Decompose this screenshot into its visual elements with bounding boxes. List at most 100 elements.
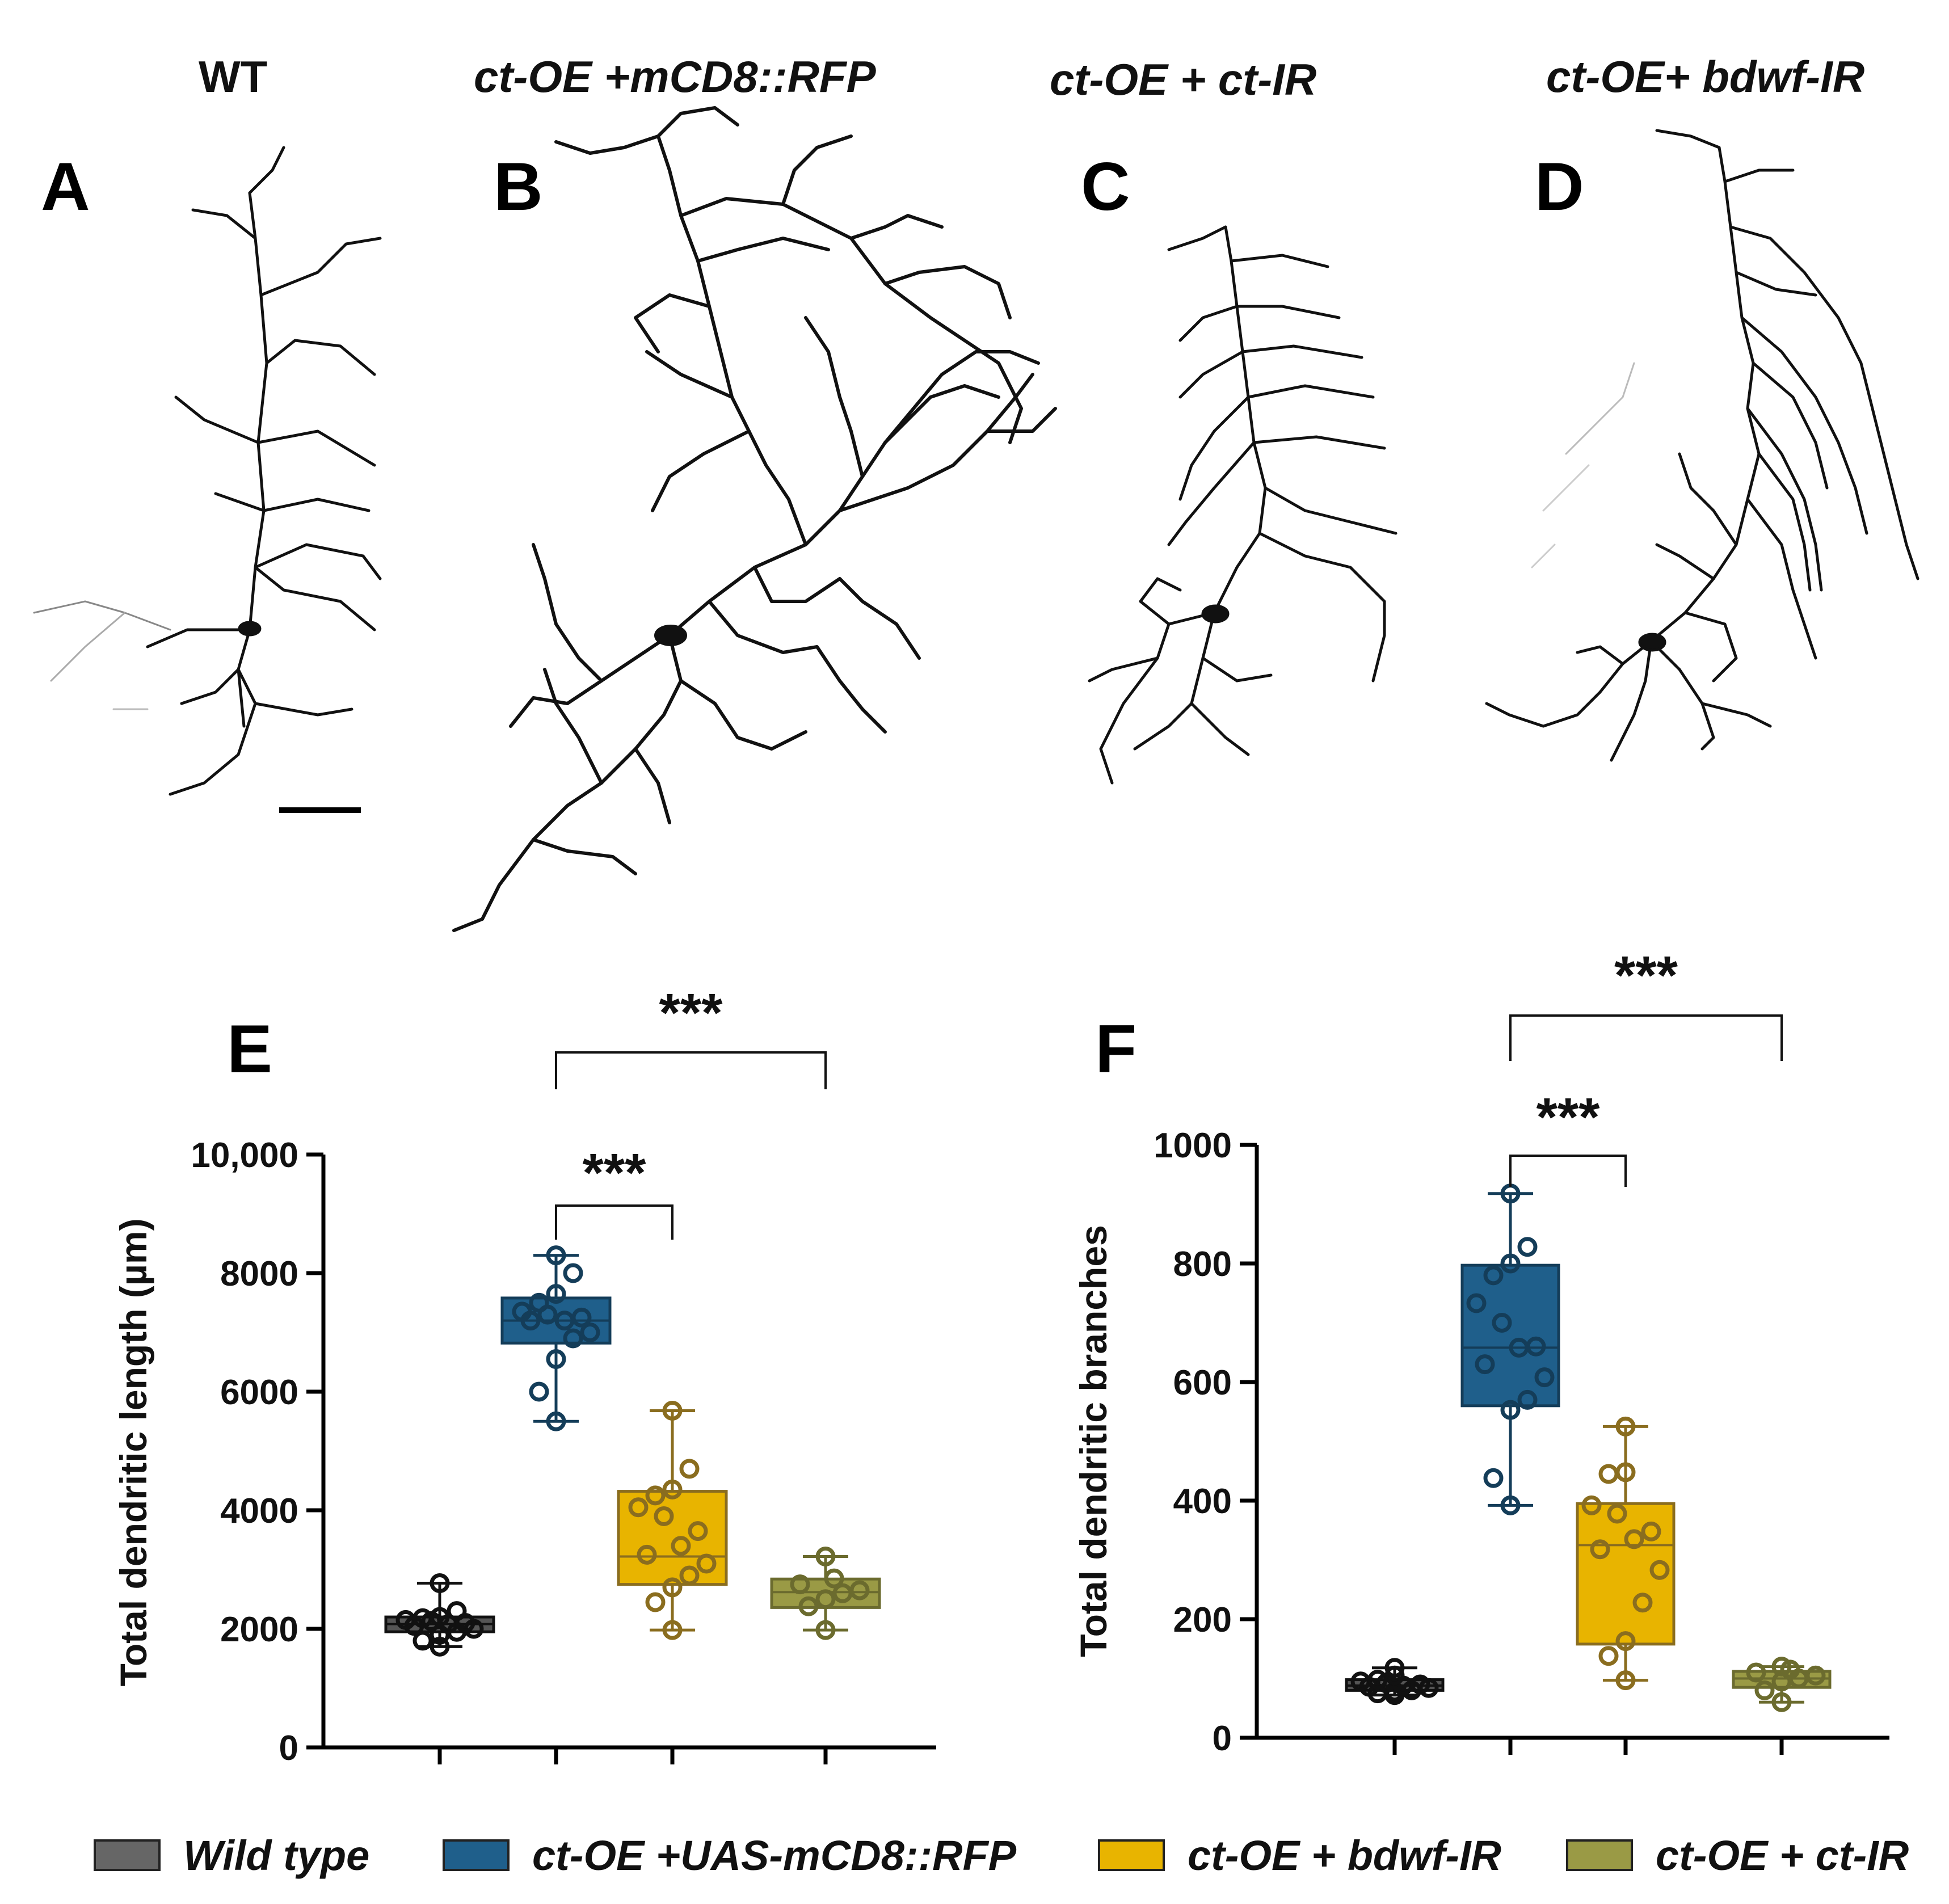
data-point	[1649, 1560, 1670, 1580]
panel-d-title: ct-OE+ bdwf-IR	[1546, 52, 1865, 102]
data-point	[1475, 1354, 1495, 1375]
data-point	[447, 1601, 467, 1621]
data-point	[1483, 1265, 1504, 1286]
neuron-images	[33, 106, 1919, 932]
data-point	[1805, 1665, 1826, 1686]
data-point	[529, 1292, 549, 1313]
panel-letter-f: F	[1095, 1011, 1137, 1087]
data-point	[654, 1506, 674, 1526]
data-point	[824, 1568, 844, 1589]
significance-bracket	[555, 1051, 827, 1089]
data-point	[1771, 1692, 1792, 1712]
data-point	[1771, 1657, 1792, 1677]
data-point	[1754, 1680, 1775, 1700]
box-3	[770, 1547, 881, 1640]
panel-letter-c: C	[1081, 149, 1130, 225]
panel-letter-e: E	[227, 1011, 273, 1087]
y-tick-label: 6000	[220, 1373, 298, 1412]
data-point	[1517, 1237, 1538, 1257]
data-point	[662, 1620, 683, 1640]
data-point	[696, 1553, 717, 1574]
data-point	[1492, 1313, 1512, 1333]
data-point	[563, 1263, 583, 1283]
data-point	[662, 1479, 683, 1499]
data-point	[645, 1485, 666, 1506]
significance-label: ***	[582, 1143, 646, 1203]
legend-swatch-ct-oe-bdwf-ir	[1098, 1839, 1165, 1871]
data-point	[1598, 1464, 1619, 1484]
data-point	[645, 1592, 666, 1612]
significance-label: ***	[659, 983, 723, 1043]
neuron-ct-oe-rfp-image	[452, 106, 1057, 932]
box-3	[1732, 1657, 1832, 1712]
data-point	[662, 1400, 683, 1421]
data-point	[679, 1459, 700, 1479]
panel-letter-a: A	[41, 149, 90, 225]
y-tick-label: 2000	[220, 1610, 298, 1649]
data-point	[1517, 1389, 1538, 1410]
legend-label-ct-oe-rfp: ct-OE +UAS-mCD8::RFP	[532, 1831, 1017, 1879]
box-1	[1460, 1183, 1560, 1515]
neuron-wt-image	[33, 146, 382, 796]
box-iqr	[1576, 1502, 1676, 1646]
significance-label: ***	[1614, 945, 1678, 1006]
box-2	[617, 1400, 728, 1640]
data-point	[546, 1349, 566, 1370]
data-point	[1384, 1658, 1405, 1678]
data-point	[1624, 1529, 1644, 1549]
data-point	[1500, 1495, 1521, 1515]
data-point	[1598, 1646, 1619, 1666]
data-point	[798, 1596, 819, 1616]
panel-letter-b: B	[494, 149, 543, 225]
data-point	[790, 1574, 810, 1595]
legend-label-wild-type: Wild type	[183, 1831, 370, 1879]
data-point	[546, 1245, 566, 1266]
y-tick-label: 200	[1173, 1600, 1232, 1640]
data-point	[1410, 1674, 1430, 1695]
significance-bracket	[555, 1204, 673, 1240]
data-point	[580, 1322, 600, 1342]
data-point	[1500, 1400, 1521, 1420]
neuron-ct-oe-bdwf-ir-image	[1485, 129, 1919, 762]
y-tick-label: 0	[279, 1729, 298, 1768]
data-point	[546, 1411, 566, 1431]
data-point	[637, 1544, 657, 1565]
data-point	[546, 1284, 566, 1304]
data-point	[1615, 1670, 1636, 1691]
box-0	[1345, 1658, 1445, 1705]
data-point	[412, 1631, 433, 1651]
panel-a-title: WT	[199, 52, 268, 102]
y-tick-label: 400	[1173, 1482, 1232, 1521]
data-point	[1367, 1670, 1388, 1690]
data-point	[671, 1536, 691, 1556]
neuron-ct-oe-ct-ir-image	[1088, 225, 1397, 785]
chart-f-total-dendritic-branches: 0 200 400 600 800 1000 Total dendritic branche…	[1072, 945, 1889, 1758]
legend-swatch-ct-oe-rfp	[443, 1839, 510, 1871]
data-point	[815, 1547, 836, 1567]
data-point	[1746, 1662, 1766, 1683]
y-tick-label: 10,000	[191, 1136, 298, 1175]
data-point	[529, 1381, 549, 1402]
panel-b-title: ct-OE +mCD8::RFP	[474, 52, 876, 102]
data-point	[1534, 1367, 1555, 1388]
y-tick-label: 1000	[1154, 1126, 1232, 1165]
box-2	[1576, 1416, 1676, 1691]
y-axis-label: Total dendritic length (µm)	[112, 1218, 154, 1686]
data-point	[849, 1580, 870, 1600]
data-point	[1607, 1503, 1627, 1524]
data-point	[1641, 1521, 1661, 1541]
legend-label-ct-oe-bdwf-ir: ct-OE + bdwf-IR	[1188, 1831, 1501, 1879]
legend-item-wild-type: Wild type	[94, 1830, 369, 1881]
data-point	[688, 1521, 708, 1541]
data-point	[430, 1636, 450, 1657]
legend-swatch-ct-oe-ct-ir	[1566, 1839, 1633, 1871]
legend-item-ct-oe-rfp: ct-OE +UAS-mCD8::RFP	[443, 1830, 1016, 1881]
data-point	[1590, 1539, 1610, 1560]
y-tick-label: 800	[1173, 1245, 1232, 1284]
y-axis-label: Total dendritic branches	[1072, 1225, 1114, 1657]
legend-swatch-wild-type	[94, 1839, 161, 1871]
chart-e-total-dendritic-length: 0 2000 4000 6000 8000 10,000 Total dendritic l…	[112, 983, 936, 1768]
legend-item-ct-oe-bdwf-ir: ct-OE + bdwf-IR	[1098, 1830, 1501, 1881]
legend-item-ct-oe-ct-ir: ct-OE + ct-IR	[1566, 1830, 1909, 1881]
